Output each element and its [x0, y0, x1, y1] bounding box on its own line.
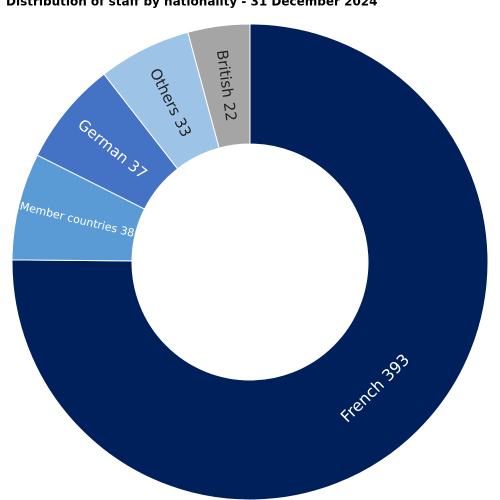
slice-label-value: 38	[119, 224, 136, 240]
slice-label-value: 22	[220, 101, 240, 122]
chart-title: Distribution of staff by nationality - 3…	[6, 0, 378, 9]
donut-slice	[11, 23, 489, 500]
donut-slice	[187, 23, 251, 149]
